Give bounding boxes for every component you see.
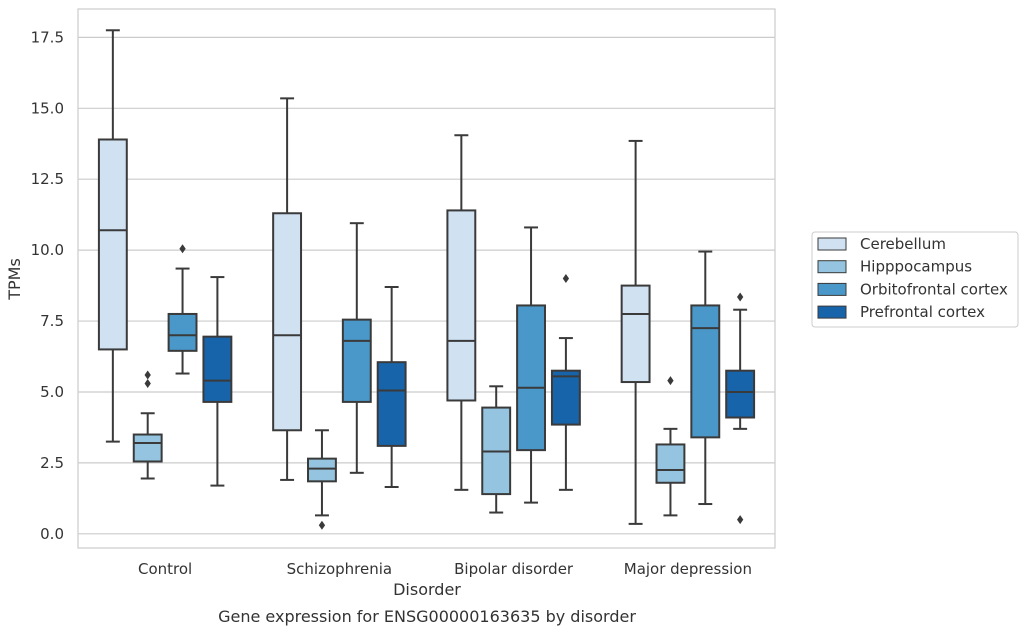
- box-iqr: [516, 304, 546, 452]
- x-tick-label: Bipolar disorder: [454, 560, 574, 578]
- outlier-point: [144, 370, 151, 380]
- box-series: [97, 29, 756, 530]
- box: [202, 276, 233, 487]
- box: [725, 292, 756, 525]
- legend-label: Orbitofrontal cortex: [860, 280, 1008, 298]
- box: [376, 286, 407, 489]
- box: [272, 97, 303, 481]
- outlier-point: [144, 378, 151, 388]
- box-iqr: [620, 284, 651, 384]
- box-iqr: [132, 433, 163, 463]
- y-tick-label: 7.5: [40, 312, 64, 330]
- outlier-point: [667, 376, 674, 386]
- legend-swatch: [817, 305, 847, 319]
- box-iqr: [307, 457, 337, 483]
- legend-swatch: [817, 282, 847, 296]
- box-iqr: [376, 361, 407, 447]
- outlier-point: [737, 515, 744, 525]
- series-prefrontal-cortex: [202, 274, 756, 525]
- box: [446, 134, 477, 491]
- outlier-point: [562, 274, 570, 283]
- box: [307, 429, 337, 530]
- box-iqr: [550, 369, 581, 426]
- box-iqr: [446, 209, 477, 402]
- box: [620, 139, 651, 525]
- box-iqr: [97, 138, 128, 351]
- box-iqr: [725, 369, 756, 419]
- series-cerebellum: [97, 29, 651, 525]
- legend-label: Cerebellum: [860, 235, 946, 253]
- x-tick-labels: Control Schizophrenia Bipolar disorder Majo…: [138, 560, 752, 578]
- y-tick-label: 2.5: [40, 454, 64, 472]
- legend-swatch: [817, 260, 847, 274]
- outlier-point: [179, 244, 186, 254]
- box: [97, 29, 128, 443]
- box-iqr: [341, 318, 372, 403]
- box-iqr: [655, 443, 686, 484]
- box-iqr: [272, 212, 303, 432]
- y-axis-title: TPMs: [5, 258, 24, 301]
- box-iqr: [167, 312, 198, 352]
- y-tick-label: 17.5: [31, 28, 64, 46]
- box-iqr: [202, 335, 233, 403]
- y-tick-label: 10.0: [31, 241, 64, 259]
- box: [655, 376, 686, 517]
- legend: Cerebellum Hipppocampus Orbitofrontal cort…: [811, 231, 1019, 328]
- x-tick-label: Schizophrenia: [287, 560, 392, 578]
- box: [690, 250, 721, 506]
- series-hipppocampus: [132, 370, 686, 530]
- y-tick-label: 12.5: [31, 170, 64, 188]
- y-tick-label: 15.0: [31, 99, 64, 117]
- box: [481, 385, 512, 514]
- legend-label: Hipppocampus: [860, 258, 972, 276]
- box: [132, 370, 163, 480]
- outlier-point: [318, 520, 326, 530]
- legend-label: Prefrontal cortex: [860, 303, 985, 321]
- x-axis-title: Disorder: [393, 580, 461, 599]
- legend-frame: [811, 231, 1019, 328]
- x-tick-label: Control: [138, 560, 192, 578]
- x-tick-label: Major depression: [624, 560, 752, 578]
- series-orbitofrontal-cortex: [167, 222, 721, 506]
- box-iqr: [690, 304, 721, 439]
- y-tick-labels: 0.0 2.5 5.0 7.5 10.0 12.5 15.0 17.5: [31, 28, 64, 542]
- chart-caption: Gene expression for ENSG00000163635 by d…: [218, 607, 636, 626]
- legend-swatch: [817, 237, 847, 251]
- box: [167, 244, 198, 375]
- y-tick-label: 5.0: [40, 383, 64, 401]
- box: [516, 226, 546, 504]
- box: [341, 222, 372, 474]
- y-tick-label: 0.0: [40, 525, 64, 543]
- outlier-point: [737, 292, 744, 302]
- box: [550, 274, 581, 491]
